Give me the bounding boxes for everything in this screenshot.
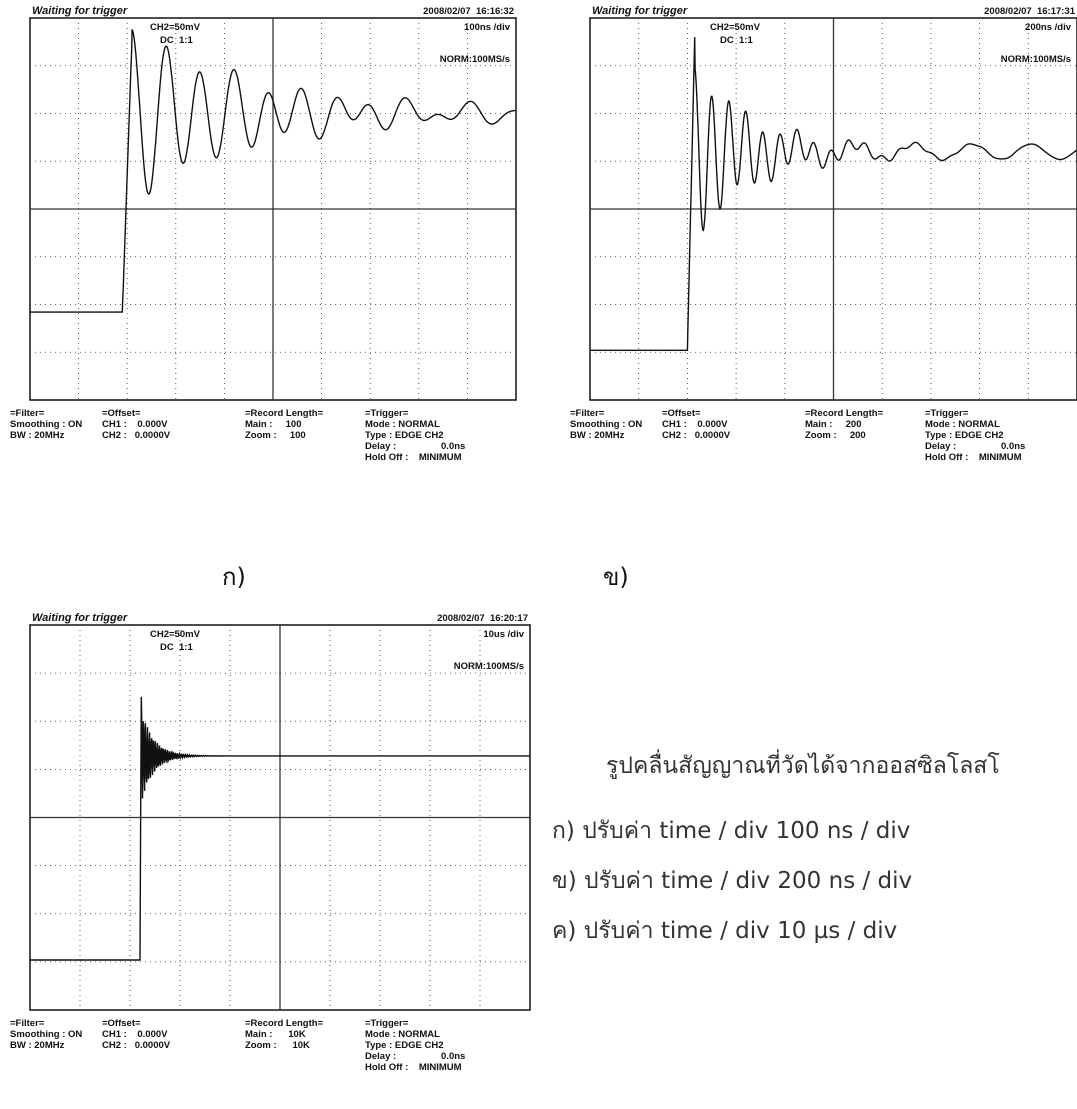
sampling: NORM:100MS/s: [454, 661, 524, 672]
record-line: =Record Length=: [245, 1018, 324, 1029]
record-line: Main : 200: [805, 419, 862, 430]
channel: CH2=50mV: [150, 22, 201, 33]
datetime: 2008/02/07 16:17:31: [984, 6, 1076, 17]
filter-line: BW : 20MHz: [570, 430, 625, 441]
filter-line: Smoothing : ON: [10, 419, 82, 430]
offset-line: =Offset=: [662, 408, 701, 419]
coupling: DC 1:1: [720, 35, 753, 46]
filter-line: Smoothing : ON: [570, 419, 642, 430]
filter-line: Smoothing : ON: [10, 1029, 82, 1040]
record-line: Zoom : 10K: [245, 1040, 310, 1051]
filter-line: =Filter=: [10, 1018, 45, 1029]
trigger-line: Delay : 0.0ns: [365, 441, 465, 452]
filter-line: =Filter=: [10, 408, 45, 419]
sampling: NORM:100MS/s: [1001, 54, 1071, 65]
channel: CH2=50mV: [150, 629, 201, 640]
caption-line: ข) ปรับค่า time / div 200 ns / div: [552, 868, 912, 894]
record-line: Main : 100: [245, 419, 302, 430]
timebase: 10us /div: [483, 629, 524, 640]
panel-label: ก): [222, 563, 246, 591]
filter-line: BW : 20MHz: [10, 430, 65, 441]
trigger-line: =Trigger=: [365, 1018, 409, 1029]
trigger-line: Delay : 0.0ns: [365, 1051, 465, 1062]
trigger-line: Hold Off : MINIMUM: [925, 452, 1022, 463]
status: Waiting for trigger: [32, 612, 128, 624]
waveform: [590, 37, 1077, 351]
trigger-line: Mode : NORMAL: [365, 419, 440, 430]
record-line: =Record Length=: [245, 408, 324, 419]
offset-line: CH1 : 0.000V: [102, 1029, 168, 1040]
coupling: DC 1:1: [160, 642, 193, 653]
timebase: 100ns /div: [464, 22, 511, 33]
trigger-line: Type : EDGE CH2: [925, 430, 1003, 441]
trigger-line: Type : EDGE CH2: [365, 1040, 443, 1051]
record-line: =Record Length=: [805, 408, 884, 419]
offset-line: CH2 : 0.0000V: [102, 430, 171, 441]
trigger-line: =Trigger=: [365, 408, 409, 419]
offset-line: =Offset=: [102, 408, 141, 419]
filter-line: =Filter=: [570, 408, 605, 419]
waveform: [30, 696, 530, 961]
trigger-line: Type : EDGE CH2: [365, 430, 443, 441]
channel: CH2=50mV: [710, 22, 761, 33]
offset-line: CH2 : 0.0000V: [662, 430, 731, 441]
trigger-line: Mode : NORMAL: [925, 419, 1000, 430]
record-line: Main : 10K: [245, 1029, 306, 1040]
coupling: DC 1:1: [160, 35, 193, 46]
record-line: Zoom : 200: [805, 430, 866, 441]
offset-line: CH1 : 0.000V: [662, 419, 728, 430]
timebase: 200ns /div: [1025, 22, 1072, 33]
waveform: [30, 29, 516, 313]
status: Waiting for trigger: [592, 5, 688, 17]
filter-line: BW : 20MHz: [10, 1040, 65, 1051]
trigger-line: Hold Off : MINIMUM: [365, 1062, 462, 1073]
offset-line: CH2 : 0.0000V: [102, 1040, 171, 1051]
trigger-line: =Trigger=: [925, 408, 969, 419]
panel-label: ข): [603, 563, 629, 591]
sampling: NORM:100MS/s: [440, 54, 510, 65]
caption-title: รูปคลื่นสัญญาณที่วัดได้จากออสซิลโลสโ: [606, 749, 1000, 779]
trigger-line: Delay : 0.0ns: [925, 441, 1025, 452]
caption-line: ค) ปรับค่า time / div 10 µs / div: [552, 918, 897, 944]
record-line: Zoom : 100: [245, 430, 306, 441]
status: Waiting for trigger: [32, 5, 128, 17]
datetime: 2008/02/07 16:20:17: [437, 613, 528, 624]
offset-line: =Offset=: [102, 1018, 141, 1029]
caption-line: ก) ปรับค่า time / div 100 ns / div: [552, 818, 910, 844]
trigger-line: Mode : NORMAL: [365, 1029, 440, 1040]
offset-line: CH1 : 0.000V: [102, 419, 168, 430]
datetime: 2008/02/07 16:16:32: [423, 6, 514, 17]
trigger-line: Hold Off : MINIMUM: [365, 452, 462, 463]
